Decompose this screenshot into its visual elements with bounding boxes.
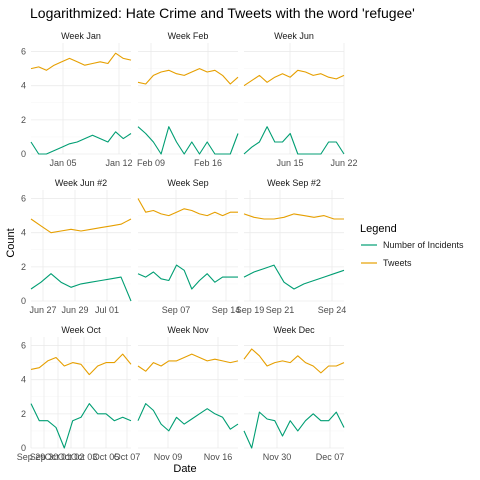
- facet-panel: Week Jun Jun 15 Jun 22: [243, 31, 358, 168]
- facet-panel: Week Nov Nov 09 Nov 16: [137, 325, 239, 462]
- y-tick-label: 2: [21, 115, 26, 125]
- y-tick-label: 4: [21, 228, 26, 238]
- series-line-number-of-incidents: [30, 131, 132, 155]
- x-tick-label: Dec 07: [316, 452, 345, 462]
- x-tick-label: Nov 16: [204, 452, 233, 462]
- x-tick-label: Jul 01: [95, 305, 119, 315]
- x-tick-label: Jun 27: [29, 305, 56, 315]
- series-line-number-of-incidents: [30, 273, 132, 302]
- series-line-number-of-incidents: [137, 126, 239, 155]
- x-tick-label: Sep 21: [266, 305, 295, 315]
- facet-title: Week Jan: [61, 31, 101, 41]
- legend-label: Tweets: [383, 258, 412, 268]
- x-tick-label: Oct 01: [45, 452, 72, 462]
- series-line-number-of-incidents: [243, 126, 345, 155]
- y-tick-label: 4: [21, 81, 26, 91]
- series-line-number-of-incidents: [30, 403, 132, 449]
- y-tick-label: 0: [21, 296, 26, 306]
- series-line-tweets: [137, 353, 239, 372]
- y-axis-title: Count: [5, 228, 17, 257]
- series-line-tweets: [243, 348, 345, 374]
- x-tick-label: Oct 02: [58, 452, 85, 462]
- x-tick-label: Sep 29: [17, 452, 46, 462]
- y-tick-label: 0: [21, 443, 26, 453]
- facet-title: Week Jun: [274, 31, 314, 41]
- series-line-tweets: [137, 198, 238, 217]
- y-tick-label: 0: [21, 149, 26, 159]
- x-axis-title: Date: [173, 463, 196, 475]
- facet-panels: Week Jan 0 2 4 6 Jan 05 Jan 12 Week Feb Feb 09 Fe…: [17, 31, 358, 462]
- facet-panel: Week Feb Feb 09 Feb 16: [137, 31, 239, 168]
- facet-panel: Week Jan 0 2 4 6 Jan 05 Jan 12: [21, 31, 133, 168]
- x-tick-label: Sep 24: [318, 305, 347, 315]
- x-tick-label: Sep 19: [236, 305, 265, 315]
- x-tick-label: Sep 14: [212, 305, 241, 315]
- series-line-tweets: [30, 218, 132, 234]
- x-tick-label: Jun 15: [276, 158, 303, 168]
- y-tick-label: 4: [21, 375, 26, 385]
- y-tick-label: 2: [21, 262, 26, 272]
- x-tick-label: Nov 30: [263, 452, 292, 462]
- x-tick-label: Oct 05: [93, 452, 120, 462]
- facet-title: Week Dec: [273, 325, 315, 335]
- facet-title: Week Sep #2: [267, 178, 321, 188]
- chart-title: Logarithmized: Hate Crime and Tweets wit…: [30, 5, 415, 21]
- series-line-number-of-incidents: [137, 403, 239, 432]
- x-tick-label: Jun 29: [61, 305, 88, 315]
- series-line-tweets: [30, 353, 132, 376]
- series-line-tweets: [243, 69, 345, 87]
- series-line-number-of-incidents: [243, 264, 345, 290]
- x-tick-label: Jun 22: [330, 158, 357, 168]
- legend-label: Number of Incidents: [383, 240, 464, 250]
- series-line-tweets: [243, 213, 344, 220]
- legend-title: Legend: [360, 223, 397, 235]
- facet-title: Week Feb: [168, 31, 209, 41]
- facet-panel: Week Jun #2 0 2 4 6 Jun 27 Jun 29 Jul 01: [21, 178, 132, 315]
- x-tick-label: Sep 07: [162, 305, 191, 315]
- legend: Legend Number of Incidents Tweets: [360, 223, 464, 268]
- y-tick-label: 6: [21, 341, 26, 351]
- facet-title: Week Nov: [167, 325, 209, 335]
- series-line-number-of-incidents: [243, 411, 345, 449]
- x-tick-label: Nov 09: [154, 452, 183, 462]
- x-tick-label: Sep 30: [30, 452, 59, 462]
- y-tick-label: 6: [21, 194, 26, 204]
- x-tick-label: Feb 16: [194, 158, 222, 168]
- x-tick-label: Jan 12: [105, 158, 132, 168]
- x-tick-label: Oct 03: [71, 452, 98, 462]
- x-tick-label: Oct 07: [114, 452, 141, 462]
- y-tick-label: 6: [21, 47, 26, 57]
- facet-panel: Week Sep Sep 07 Sep 14: [137, 178, 241, 315]
- facet-title: Week Oct: [61, 325, 101, 335]
- series-line-tweets: [30, 52, 132, 71]
- series-line-number-of-incidents: [137, 264, 238, 290]
- series-line-tweets: [137, 68, 239, 85]
- facet-panel: Week Sep #2 Sep 19 Sep 21 Sep 24: [236, 178, 347, 315]
- facet-panel: Week Dec Nov 30 Dec 07: [243, 325, 345, 462]
- facet-title: Week Jun #2: [55, 178, 107, 188]
- y-tick-label: 2: [21, 409, 26, 419]
- x-tick-label: Jan 05: [49, 158, 76, 168]
- x-tick-label: Feb 09: [137, 158, 165, 168]
- facet-title: Week Sep: [167, 178, 208, 188]
